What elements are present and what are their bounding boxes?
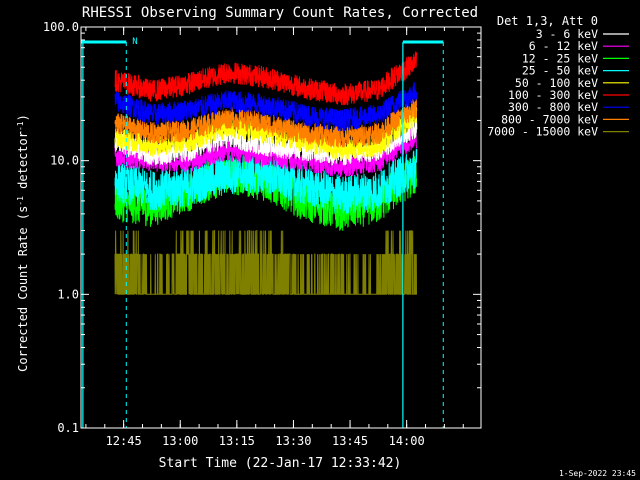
plot-frame <box>80 26 482 429</box>
y-axis-label: Corrected Count Rate (s-1 detector-1) <box>16 114 31 372</box>
y-label-sup2: -1 <box>16 121 25 131</box>
n-marker-label: N <box>132 37 137 47</box>
series-layer <box>114 51 418 295</box>
y-label-mid: detector <box>16 131 30 196</box>
legend-label-5: 100 - 300 keV <box>508 88 598 102</box>
legend-label-8: 7000 - 15000 keV <box>487 125 598 139</box>
series-line-8 <box>114 230 417 295</box>
series-line-7 <box>114 98 418 148</box>
x-tick-label-1: 13:00 <box>162 434 198 448</box>
y-tick-label-0: 0.1 <box>57 421 79 435</box>
legend-label-0: 3 - 6 keV <box>536 27 598 41</box>
x-tick-label-4: 13:45 <box>332 434 368 448</box>
y-label-end: ) <box>16 114 30 121</box>
legend-label-6: 300 - 800 keV <box>508 100 598 114</box>
y-tick-label-3: 100.0 <box>43 20 79 34</box>
y-label-main: Corrected Count Rate (s <box>16 206 30 372</box>
legend-label-2: 12 - 25 keV <box>522 51 598 65</box>
legend-header: Det 1,3, Att 0 <box>497 14 598 28</box>
footer-date: 1-Sep-2022 23:45 <box>559 469 636 478</box>
x-tick-label-0: 12:45 <box>106 434 142 448</box>
x-tick-label-5: 14:00 <box>389 434 425 448</box>
x-tick-label-3: 13:30 <box>275 434 311 448</box>
axis-layer: 0.1 1.0 10.0 100.0 12:45 13:00 13:15 13:30 13:45… <box>43 20 482 448</box>
legend-label-3: 25 - 50 keV <box>522 64 598 78</box>
series-line-3 <box>114 148 418 215</box>
chart-title: RHESSI Observing Summary Count Rates, Co… <box>82 5 478 21</box>
legend-label-4: 50 - 100 keV <box>515 76 598 90</box>
x-tick-label-2: 13:15 <box>219 434 255 448</box>
legend-label-1: 6 - 12 keV <box>529 39 598 53</box>
series-line-5 <box>114 51 418 106</box>
x-axis-label: Start Time (22-Jan-17 12:33:42) <box>159 456 402 471</box>
y-label-sup1: -1 <box>16 196 25 206</box>
y-tick-label-2: 10.0 <box>50 154 79 168</box>
legend-label-7: 800 - 7000 keV <box>501 112 598 126</box>
series-line-6 <box>114 82 418 132</box>
y-tick-label-1: 1.0 <box>57 287 79 301</box>
overlay-layer: N <box>81 37 444 428</box>
